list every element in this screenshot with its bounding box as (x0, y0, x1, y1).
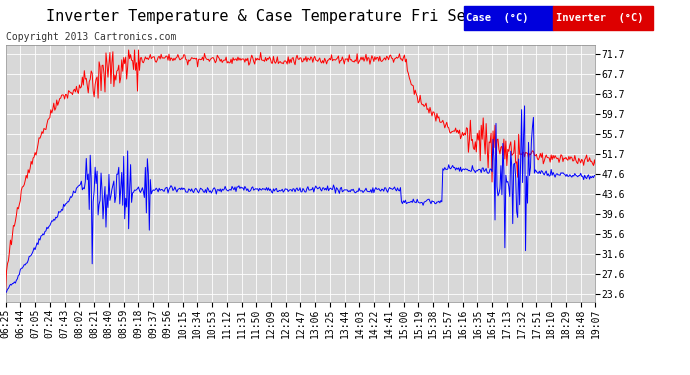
Text: Case  (°C): Case (°C) (466, 13, 529, 23)
Text: Inverter Temperature & Case Temperature Fri Sep 6 19:17: Inverter Temperature & Case Temperature … (46, 9, 548, 24)
Text: Copyright 2013 Cartronics.com: Copyright 2013 Cartronics.com (6, 32, 176, 42)
Text: Inverter  (°C): Inverter (°C) (556, 13, 644, 23)
